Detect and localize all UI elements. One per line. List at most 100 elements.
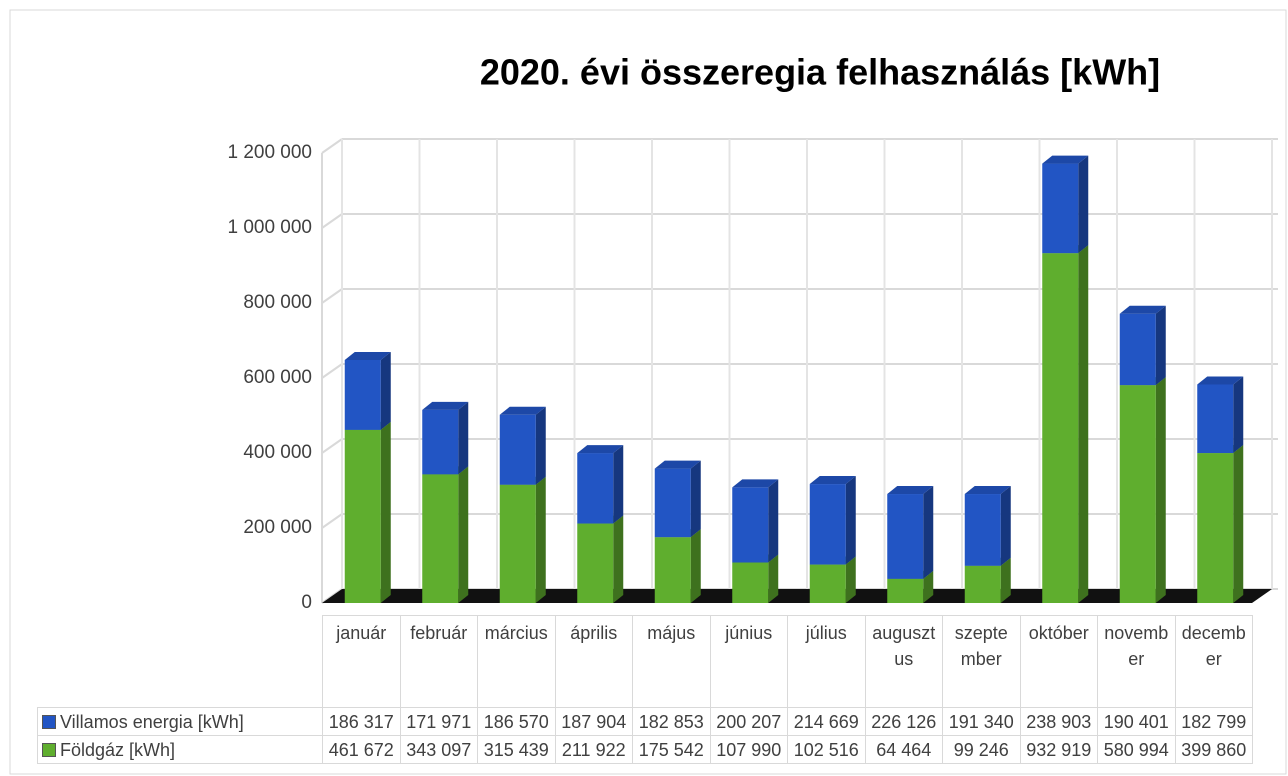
bar <box>1042 163 1079 254</box>
data-label: 102 516 <box>787 735 866 764</box>
bar <box>422 474 459 603</box>
x-tick-label: szeptember <box>942 615 1021 708</box>
bar-side <box>690 460 701 538</box>
x-tick-label: július <box>787 615 866 708</box>
x-tick-label: augusztus <box>864 615 943 708</box>
data-label: 187 904 <box>554 707 633 736</box>
x-tick-label: június <box>709 615 788 708</box>
y-tick-label: 1 000 000 <box>227 217 312 238</box>
data-label: 171 971 <box>399 707 478 736</box>
bar-top <box>654 460 701 469</box>
bar-top <box>1197 376 1244 385</box>
bar <box>809 564 846 603</box>
grid-line-side <box>321 288 343 304</box>
bar <box>732 562 769 603</box>
x-tick-label: október <box>1019 615 1098 708</box>
bar-top <box>344 352 391 361</box>
x-tick-label: január <box>322 615 401 708</box>
bar-side <box>458 401 469 475</box>
bar-top <box>1119 305 1166 314</box>
y-tick-label: 200 000 <box>243 517 312 538</box>
data-label: 343 097 <box>399 735 478 764</box>
bar <box>499 484 536 603</box>
bar-side <box>768 554 779 603</box>
data-label: 186 570 <box>477 707 556 736</box>
bar-side <box>690 529 701 603</box>
bar <box>964 494 1001 566</box>
bar-side <box>380 352 391 430</box>
y-tick-label: 400 000 <box>243 442 312 463</box>
bar-side <box>923 570 934 603</box>
bar <box>887 578 924 603</box>
x-tick-label: május <box>632 615 711 708</box>
bar-side <box>768 479 779 563</box>
x-tick-label: március <box>477 615 556 708</box>
bar <box>1197 453 1234 603</box>
data-label: 238 903 <box>1019 707 1098 736</box>
bar <box>1119 385 1156 603</box>
data-label: 461 672 <box>322 735 401 764</box>
data-label: 191 340 <box>942 707 1021 736</box>
bar <box>964 565 1001 603</box>
bar <box>654 468 691 538</box>
bar <box>1119 313 1156 386</box>
bar-side <box>1155 377 1166 603</box>
legend-entry: Földgáz [kWh] <box>37 735 323 764</box>
bar-side <box>535 406 546 485</box>
grid-line-side <box>321 213 343 229</box>
bar-top <box>732 479 779 488</box>
bar <box>344 429 381 603</box>
bar-top <box>887 486 934 495</box>
bar-side <box>845 556 856 603</box>
chart-border <box>9 9 1287 775</box>
data-label: 211 922 <box>554 735 633 764</box>
bar <box>809 484 846 565</box>
bar-side <box>613 445 624 524</box>
data-label: 580 994 <box>1097 735 1176 764</box>
x-tick-label: december <box>1174 615 1253 708</box>
bar-side <box>380 421 391 603</box>
x-tick-label: február <box>399 615 478 708</box>
bar-side <box>923 486 934 579</box>
bar-side <box>1155 305 1166 386</box>
data-label: 226 126 <box>864 707 943 736</box>
data-label: 315 439 <box>477 735 556 764</box>
legend-label: Földgáz [kWh] <box>60 739 176 760</box>
legend-entry: Villamos energia [kWh] <box>37 707 323 736</box>
data-label: 214 669 <box>787 707 866 736</box>
bar-side <box>1233 376 1244 454</box>
data-label: 182 799 <box>1174 707 1253 736</box>
bar-top <box>577 445 624 454</box>
grid-line-side <box>321 363 343 379</box>
legend-label: Villamos energia [kWh] <box>60 711 244 732</box>
grid-line-side <box>321 513 343 529</box>
y-tick-label: 800 000 <box>243 292 312 313</box>
floor <box>322 589 1272 603</box>
bar-side <box>1233 445 1244 603</box>
bar <box>577 453 614 524</box>
bar <box>1042 253 1079 603</box>
y-tick-label: 600 000 <box>243 367 312 388</box>
bar <box>654 537 691 603</box>
data-label: 186 317 <box>322 707 401 736</box>
bar-top <box>964 486 1011 495</box>
x-tick-label: április <box>554 615 633 708</box>
data-label: 200 207 <box>709 707 788 736</box>
data-label: 182 853 <box>632 707 711 736</box>
bar <box>499 414 536 485</box>
bar-top <box>499 406 546 415</box>
bar <box>887 494 924 579</box>
data-label: 190 401 <box>1097 707 1176 736</box>
bar-side <box>535 476 546 603</box>
grid-line-side <box>321 438 343 454</box>
bar-side <box>1078 245 1089 603</box>
bar-side <box>1078 155 1089 254</box>
data-label: 64 464 <box>864 735 943 764</box>
bar <box>422 409 459 475</box>
data-label: 99 246 <box>942 735 1021 764</box>
bar-side <box>1000 486 1011 566</box>
data-label: 399 860 <box>1174 735 1253 764</box>
bar-top <box>1042 155 1089 164</box>
